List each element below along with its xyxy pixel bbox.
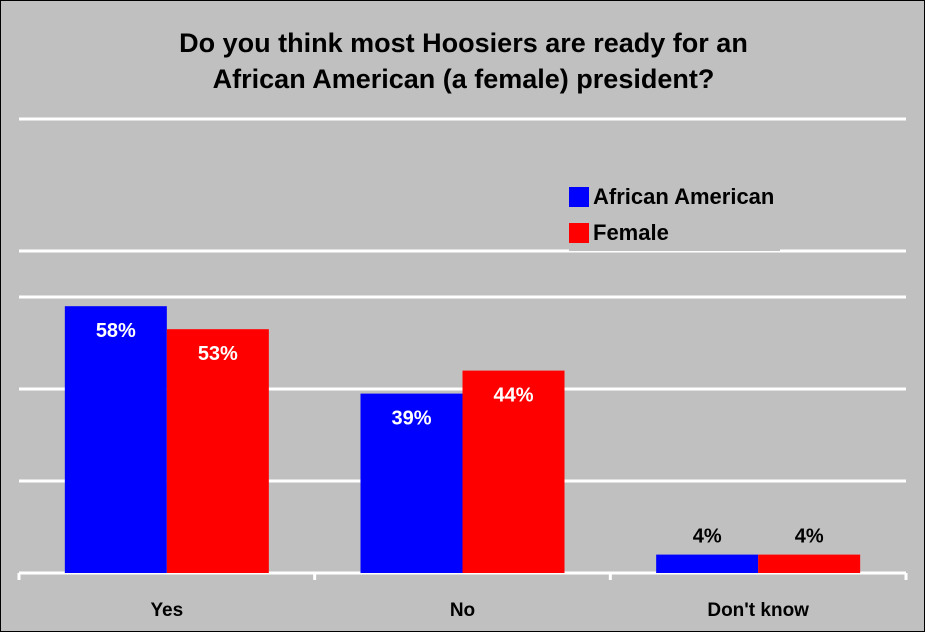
data-label: 58% [96, 320, 136, 342]
data-label: 44% [493, 385, 533, 407]
data-label: 4% [693, 526, 722, 548]
bar-african-american [656, 554, 759, 573]
bar-female [166, 329, 269, 573]
data-label: 4% [795, 526, 824, 548]
legend-label-african-american: African American [593, 184, 775, 209]
x-tick-label: No [450, 600, 475, 621]
chart-title: Do you think most Hoosiers are ready for… [1, 25, 925, 97]
bar-female [758, 554, 861, 573]
data-label: 53% [198, 343, 238, 365]
legend: African American Female [569, 179, 781, 251]
chart-title-line-2: African American (a female) president? [212, 64, 715, 94]
chart-title-line-1: Do you think most Hoosiers are ready for… [179, 28, 748, 58]
legend-label-female: Female [593, 220, 669, 245]
bar-african-american [360, 393, 463, 573]
legend-swatch-african-american [569, 187, 589, 207]
legend-item-female: Female [569, 215, 774, 251]
data-label: 39% [391, 408, 431, 430]
x-tick-label: Don't know [707, 600, 809, 621]
bar-female [462, 370, 565, 573]
x-tick-label: Yes [150, 600, 183, 621]
bar-african-american [64, 306, 167, 573]
legend-swatch-female [569, 223, 589, 243]
legend-item-african-american: African American [569, 179, 774, 215]
